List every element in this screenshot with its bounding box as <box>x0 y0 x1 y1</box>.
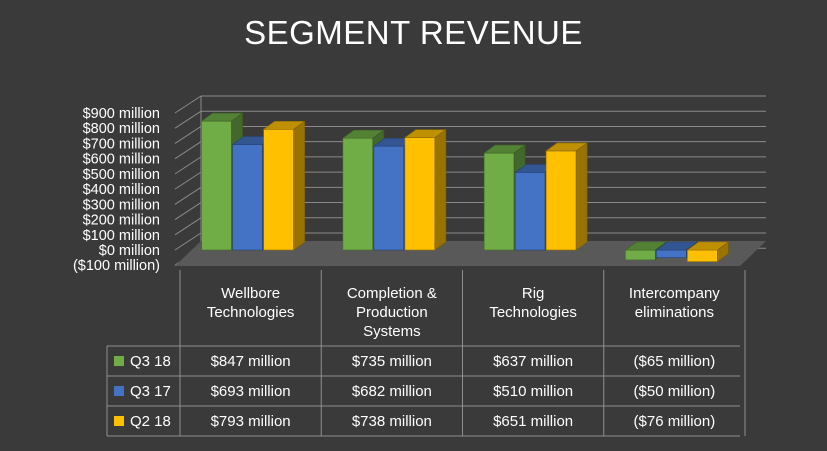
chart-title: SEGMENT REVENUE <box>244 14 583 51</box>
bar <box>687 249 718 262</box>
bar <box>373 145 405 251</box>
bar-side <box>717 241 729 263</box>
bar-side <box>293 120 305 251</box>
category-label: Rig Technologies <box>489 285 577 321</box>
data-label: $847 million <box>211 353 291 370</box>
bar <box>514 172 546 251</box>
data-label: ($76 million) <box>634 413 716 430</box>
data-label: ($50 million) <box>634 383 716 400</box>
bar <box>232 144 263 251</box>
wall-gridline <box>174 202 202 220</box>
category-label: Wellbore Technologies <box>207 285 295 321</box>
y-tick-label: $0 million <box>99 243 160 259</box>
legend-key <box>114 416 124 426</box>
bar <box>201 120 232 251</box>
wall-gridline <box>174 156 202 175</box>
legend-key <box>114 356 124 366</box>
y-tick-label: $100 million <box>83 228 160 244</box>
category-label: Intercompany eliminations <box>629 285 720 321</box>
series-name: Q3 18 <box>130 353 171 370</box>
wall-gridline <box>174 110 202 129</box>
y-tick-label: ($100 million) <box>73 258 160 274</box>
legend-key <box>114 386 124 396</box>
data-label: $651 million <box>493 413 573 430</box>
wall-gridline <box>174 186 202 205</box>
bar <box>404 137 436 251</box>
y-tick-label: $200 million <box>83 213 160 229</box>
wall-gridline <box>174 126 202 144</box>
bar <box>545 150 577 251</box>
data-label: $738 million <box>352 413 432 430</box>
series-name: Q3 17 <box>130 383 171 400</box>
bar <box>483 152 515 251</box>
y-tick-label: $300 million <box>83 197 160 213</box>
wall-gridline <box>174 217 202 236</box>
chart-floor <box>175 241 766 266</box>
y-tick-label: $600 million <box>83 152 160 168</box>
data-label: $735 million <box>352 353 432 370</box>
wall-gridline <box>174 171 202 190</box>
y-tick-label: $700 million <box>83 136 160 152</box>
category-label: Completion & Production Systems <box>347 285 437 340</box>
data-label: $682 million <box>352 383 432 400</box>
bar <box>342 137 374 251</box>
y-tick-label: $800 million <box>83 121 160 137</box>
bar <box>263 128 294 251</box>
y-tick-label: $500 million <box>83 167 160 183</box>
y-tick-label: $400 million <box>83 182 160 198</box>
bar <box>625 249 656 261</box>
wall-gridline <box>174 232 202 251</box>
wall-gridline <box>174 95 202 114</box>
y-tick-label: $900 million <box>83 106 160 122</box>
data-label: ($65 million) <box>634 353 716 370</box>
data-label: $693 million <box>211 383 291 400</box>
bar-side <box>575 142 588 251</box>
data-label: $793 million <box>211 413 291 430</box>
wall-gridline <box>174 141 202 160</box>
data-label: $510 million <box>493 383 573 400</box>
bar <box>656 249 687 258</box>
bar-side <box>434 129 447 251</box>
series-name: Q2 18 <box>130 413 171 430</box>
data-label: $637 million <box>493 353 573 370</box>
